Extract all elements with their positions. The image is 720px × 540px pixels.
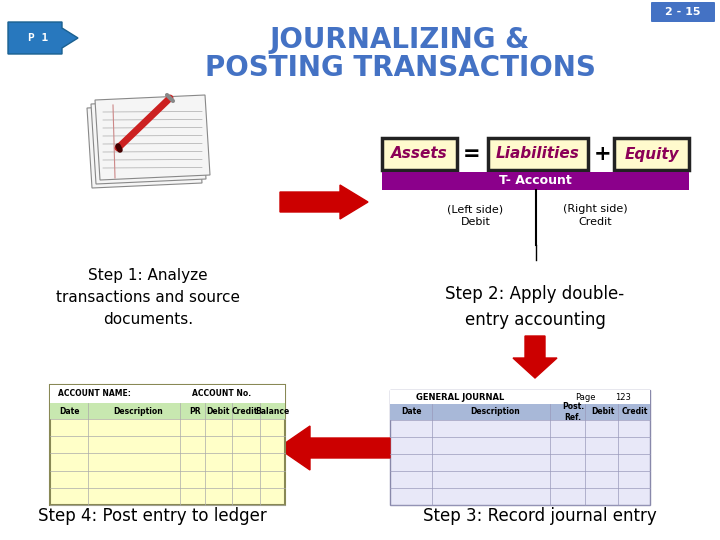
Polygon shape (95, 95, 210, 180)
FancyBboxPatch shape (50, 385, 285, 505)
Text: +: + (594, 144, 612, 164)
Text: (Right side)
Credit: (Right side) Credit (563, 204, 628, 227)
Text: PR: PR (189, 407, 201, 415)
FancyBboxPatch shape (390, 390, 650, 505)
Text: POSTING TRANSACTIONS: POSTING TRANSACTIONS (204, 54, 595, 82)
Text: Date: Date (60, 407, 80, 415)
Text: Debit: Debit (207, 407, 230, 415)
Polygon shape (278, 426, 390, 470)
Text: Post.
Ref.: Post. Ref. (562, 402, 584, 422)
Text: Credit: Credit (622, 408, 648, 416)
Text: (Left side)
Debit: (Left side) Debit (447, 204, 503, 227)
Text: Assets: Assets (391, 146, 448, 161)
Text: JOURNALIZING &: JOURNALIZING & (270, 26, 530, 54)
Polygon shape (513, 336, 557, 378)
Text: Step 4: Post entry to ledger: Step 4: Post entry to ledger (37, 507, 266, 525)
Text: =: = (463, 144, 481, 164)
FancyBboxPatch shape (50, 403, 285, 419)
Text: P 1: P 1 (28, 33, 48, 43)
Polygon shape (280, 185, 368, 219)
FancyBboxPatch shape (390, 404, 650, 420)
Text: ACCOUNT No.: ACCOUNT No. (192, 389, 251, 399)
Text: Page: Page (575, 393, 595, 402)
FancyBboxPatch shape (614, 138, 689, 170)
FancyBboxPatch shape (651, 2, 715, 22)
FancyBboxPatch shape (50, 385, 285, 403)
FancyBboxPatch shape (488, 138, 588, 170)
Text: 123: 123 (615, 393, 631, 402)
Text: 2 - 15: 2 - 15 (665, 7, 701, 17)
FancyBboxPatch shape (390, 390, 650, 404)
Text: ACCOUNT NAME:: ACCOUNT NAME: (58, 389, 131, 399)
Text: Description: Description (470, 408, 520, 416)
Polygon shape (91, 99, 206, 184)
Text: Debit: Debit (591, 408, 615, 416)
FancyBboxPatch shape (382, 172, 689, 190)
Text: Date: Date (402, 408, 422, 416)
Text: GENERAL JOURNAL: GENERAL JOURNAL (416, 393, 504, 402)
Text: Step 3: Record journal entry: Step 3: Record journal entry (423, 507, 657, 525)
Polygon shape (8, 22, 78, 54)
Polygon shape (87, 103, 202, 188)
Text: Equity: Equity (624, 146, 679, 161)
Text: Step 2: Apply double-
entry accounting: Step 2: Apply double- entry accounting (446, 285, 624, 329)
Text: Balance: Balance (255, 407, 289, 415)
Text: Step 1: Analyze
transactions and source
documents.: Step 1: Analyze transactions and source … (56, 268, 240, 327)
Text: Description: Description (113, 407, 163, 415)
FancyBboxPatch shape (382, 138, 457, 170)
Text: Liabilities: Liabilities (496, 146, 580, 161)
Text: T- Account: T- Account (499, 174, 572, 187)
Text: Credit: Credit (232, 407, 258, 415)
